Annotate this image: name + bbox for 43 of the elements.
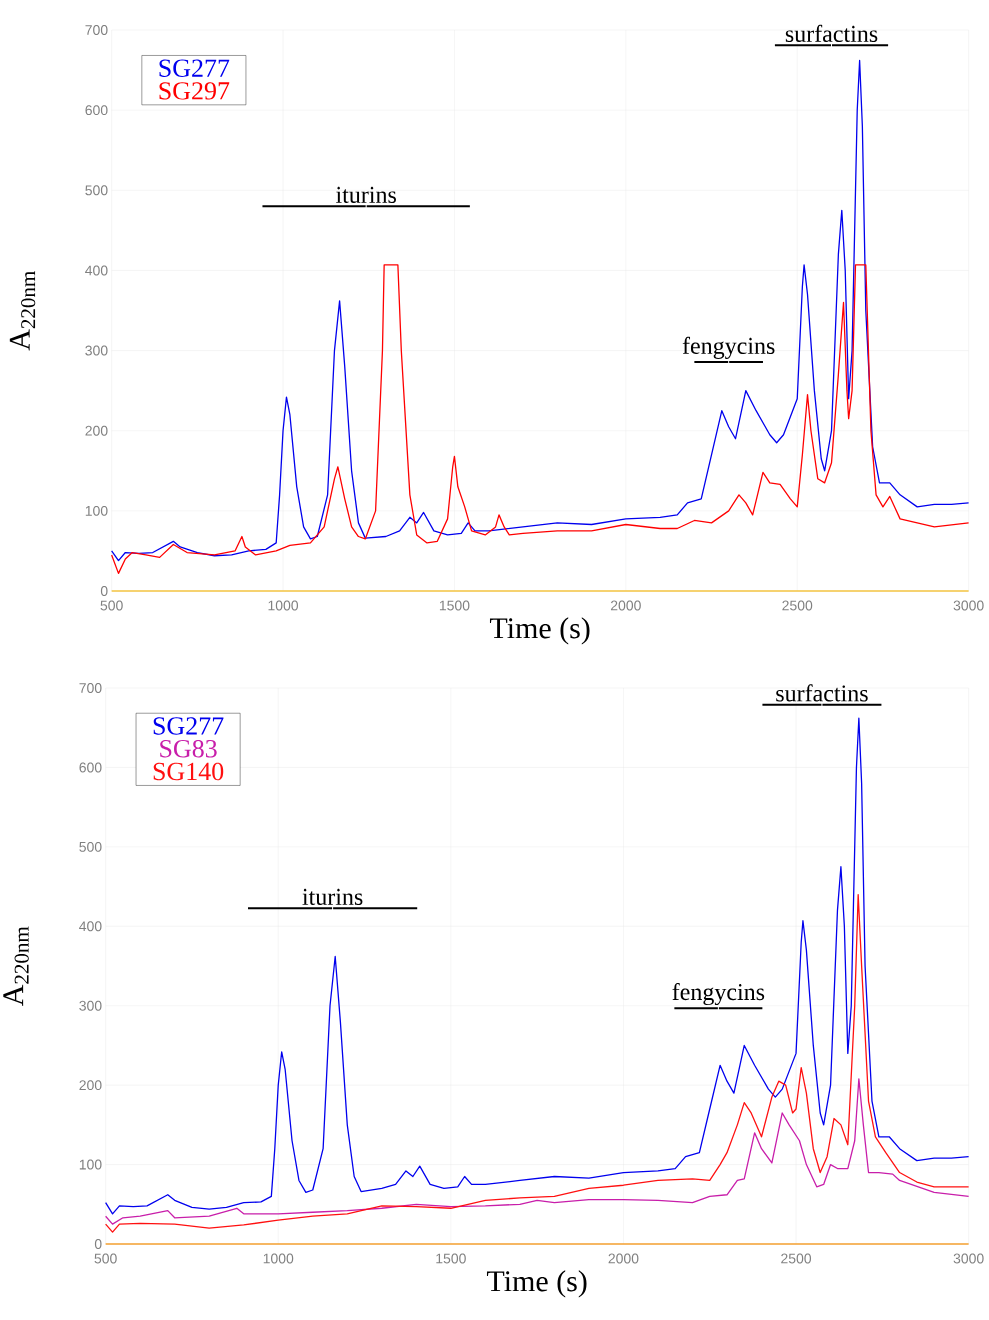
y-tick-label: 200 — [79, 1080, 102, 1091]
y-tick-label: 100 — [80, 1159, 102, 1170]
x-tick-label: 2500 — [781, 1253, 812, 1264]
y-tick-label: 300 — [79, 1000, 102, 1011]
y-axis-title: A$_{220nm}$ — [10, 271, 36, 351]
x-axis-title: Time (s) — [490, 617, 590, 645]
y-tick-label: 400 — [79, 921, 102, 932]
x-tick-label: 1500 — [436, 1253, 467, 1264]
annotation: surfactins — [786, 24, 878, 42]
y-tick-label: 500 — [85, 185, 108, 196]
y-axis-title: A$_{220nm}$ — [3, 926, 29, 1006]
x-tick-label: 3000 — [953, 600, 984, 611]
line-series — [105, 717, 970, 1215]
y-tick-label: 0 — [95, 1239, 102, 1249]
line-series — [105, 1078, 970, 1225]
text: SG277 — [153, 717, 224, 735]
annotation: iturins — [336, 186, 397, 203]
y-tick-label: 600 — [85, 105, 108, 116]
x-tick-label: 2000 — [608, 1253, 639, 1264]
x-tick-label: 2000 — [611, 600, 642, 611]
x-tick-label: 3000 — [953, 1253, 984, 1264]
y-tick-label: 100 — [86, 505, 108, 516]
y-tick-label: 700 — [79, 683, 102, 693]
text: SG140 — [153, 762, 224, 781]
y-tick-label: 400 — [85, 265, 108, 276]
y-tick-label: 200 — [85, 425, 108, 436]
x-tick-label: 2500 — [782, 600, 813, 611]
y-tick-label: 500 — [79, 841, 102, 852]
y-tick-label: 300 — [85, 345, 108, 356]
annotation: iturins — [302, 888, 363, 905]
y-tick-label: 600 — [79, 762, 102, 773]
x-tick-label: 1000 — [263, 1253, 294, 1264]
y-tick-label: 700 — [85, 25, 108, 35]
x-tick-label: 1500 — [440, 600, 470, 611]
text: SG297 — [159, 82, 230, 100]
text: SG83 — [160, 739, 217, 758]
annotation: fengycins — [672, 983, 765, 1006]
text: SG277 — [159, 59, 230, 77]
annotation: surfactins — [776, 684, 868, 702]
y-tick-label: 0 — [101, 586, 108, 596]
x-tick-label: 1000 — [268, 600, 299, 611]
annotation: fengycins — [682, 336, 775, 359]
x-axis-title: Time (s) — [487, 1270, 587, 1298]
